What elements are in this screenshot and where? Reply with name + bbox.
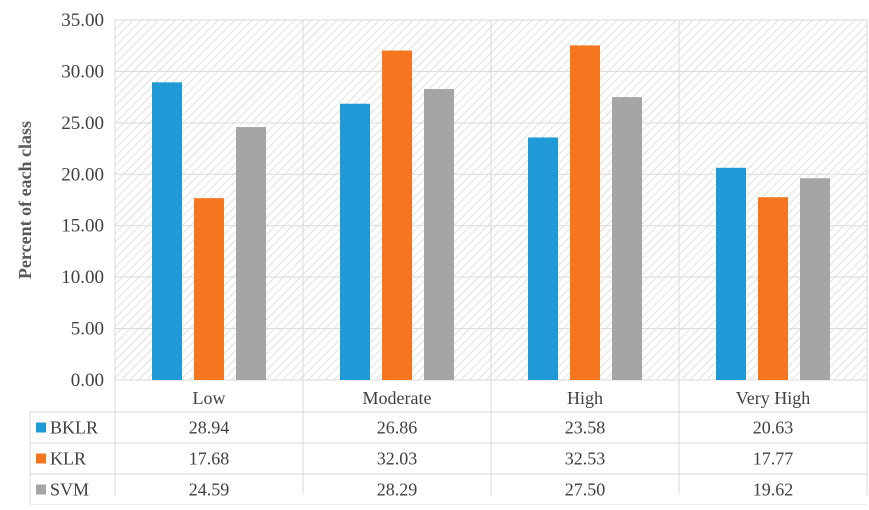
bar-bklr-low <box>152 82 182 381</box>
table-cell: 23.58 <box>565 418 606 438</box>
bar-svm-high <box>612 97 642 381</box>
y-tick-label: 0.00 <box>71 370 104 391</box>
table-cell: 32.53 <box>565 449 606 469</box>
y-tick-label: 30.00 <box>61 61 104 82</box>
category-label: High <box>567 388 603 408</box>
y-axis-title: Percent of each class <box>15 121 35 279</box>
category-label: Low <box>193 388 226 408</box>
legend-label-svm: SVM <box>50 480 89 500</box>
legend-label-bklr: BKLR <box>50 418 98 438</box>
table-cell: 17.77 <box>753 449 794 469</box>
category-label: Very High <box>736 388 811 408</box>
y-tick-label: 5.00 <box>71 319 104 340</box>
table-cell: 28.94 <box>189 418 230 438</box>
table-cell: 32.03 <box>377 449 418 469</box>
table-cell: 24.59 <box>189 480 230 500</box>
bar-klr-low <box>194 198 224 380</box>
bar-svm-very-high <box>800 178 830 380</box>
data-table: Low Moderate High Very High BKLR 28.94 26.86 23… <box>29 388 867 506</box>
table-cell: 17.68 <box>189 449 230 469</box>
y-tick-label: 15.00 <box>61 216 104 237</box>
bar-klr-moderate <box>382 50 412 380</box>
legend-swatch-bklr <box>36 422 46 433</box>
bars <box>152 45 830 381</box>
bar-bklr-moderate <box>340 103 370 381</box>
category-label: Moderate <box>363 388 432 408</box>
bar-svm-moderate <box>424 89 454 380</box>
y-tick-label: 35.00 <box>61 10 104 31</box>
legend-label-klr: KLR <box>50 449 86 469</box>
bar-klr-very-high <box>758 197 788 380</box>
table-cell: 20.63 <box>753 418 794 438</box>
bar-bklr-high <box>528 137 558 380</box>
table-cell: 26.86 <box>377 418 418 438</box>
legend-swatch-klr <box>36 453 46 464</box>
y-tick-label: 20.00 <box>61 164 104 185</box>
y-tick-label: 10.00 <box>61 267 104 288</box>
y-axis-ticks: 0.00 5.00 10.00 15.00 20.00 25.00 30.00 35.00 <box>61 10 104 391</box>
table-cell: 27.50 <box>565 480 606 500</box>
table-cell: 19.62 <box>753 480 794 500</box>
table-cell: 28.29 <box>377 480 418 500</box>
y-tick-label: 25.00 <box>61 113 104 134</box>
bar-svm-low <box>236 127 266 381</box>
bar-bklr-very-high <box>716 167 746 380</box>
bar-klr-high <box>570 45 600 381</box>
legend-swatch-svm <box>36 484 46 495</box>
